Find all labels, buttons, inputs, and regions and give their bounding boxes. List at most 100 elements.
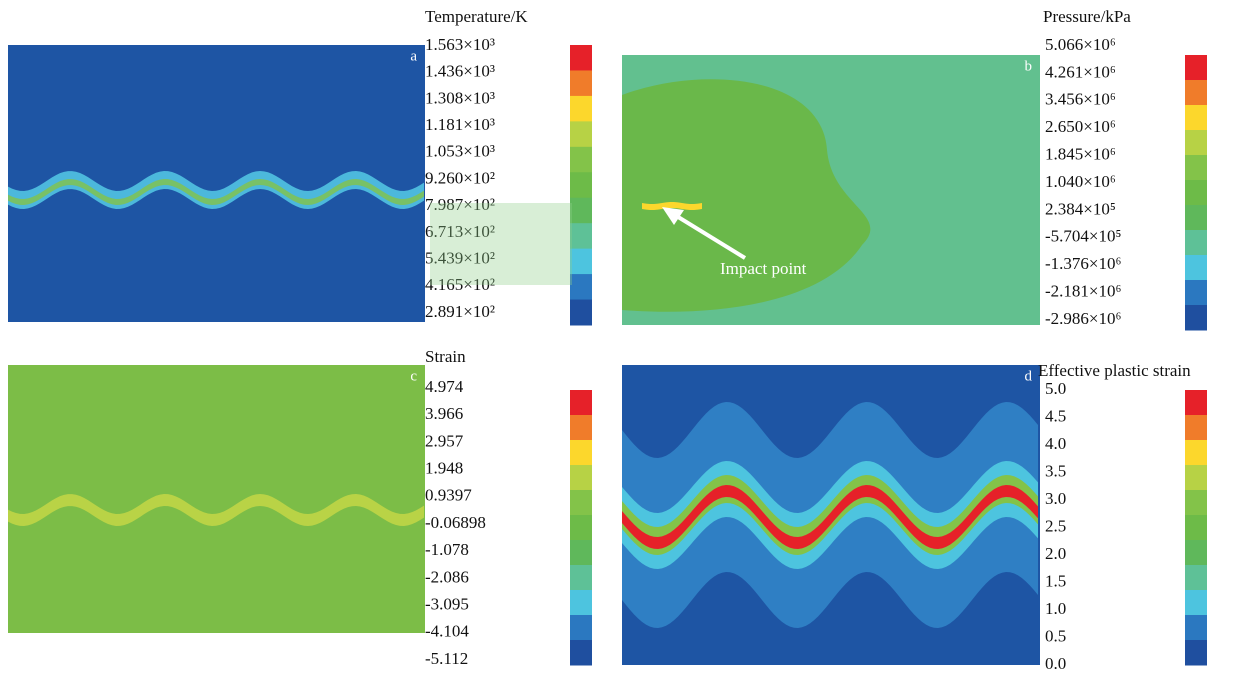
contour: [622, 365, 1040, 665]
contour: [8, 365, 425, 633]
legend-label: 4.974: [425, 377, 464, 396]
legend-label: -1.078: [425, 540, 469, 559]
figure: a Temperature/K 1.563×10³ 1.436×10³ 1.308×10…: [0, 0, 1256, 676]
legend-label: -0.06898: [425, 513, 486, 532]
colorbar-segment: [570, 590, 592, 616]
legend-label: -5.704×10⁵: [1045, 227, 1121, 246]
legend-label: -3.095: [425, 595, 469, 614]
legend-label: 0.0: [1045, 654, 1066, 673]
legend-label: 3.456×10⁶: [1045, 90, 1116, 109]
colorbar-segment: [570, 198, 592, 224]
colorbar-segment: [570, 274, 592, 300]
colorbar-segment: [1185, 205, 1207, 231]
legend-label: 1.181×10³: [425, 115, 495, 134]
legend-label: -5.112: [425, 649, 468, 668]
colorbar-segment: [570, 223, 592, 249]
colorbar-segment: [570, 249, 592, 275]
legend-title: Effective plastic strain: [1038, 361, 1191, 380]
legend-label: 1.563×10³: [425, 35, 495, 54]
legend-label: 1.5: [1045, 571, 1066, 590]
legend-label: 1.0: [1045, 599, 1066, 618]
contour-plot: c: [8, 365, 425, 633]
panel-letter: a: [410, 48, 417, 64]
legend-label: 2.891×10²: [425, 302, 495, 321]
colorbar-segment: [1185, 465, 1207, 491]
colorbar-segment: [1185, 540, 1207, 566]
colorbar-segment: [1185, 130, 1207, 156]
legend-label: -1.376×10⁶: [1045, 254, 1121, 273]
legend-label: -2.181×10⁶: [1045, 282, 1121, 301]
colorbar-segment: [570, 615, 592, 641]
colorbar-segment: [1185, 515, 1207, 541]
colorbar-segment: [1185, 640, 1207, 666]
contour: [622, 55, 1040, 325]
legend-label: -4.104: [425, 622, 469, 641]
colorbar-segment: [1185, 255, 1207, 281]
legend-title: Temperature/K: [425, 7, 528, 26]
colorbar-segment: [570, 515, 592, 541]
colorbar-segment: [570, 465, 592, 491]
legend-label: 2.0: [1045, 544, 1066, 563]
colorbar-segment: [1185, 230, 1207, 256]
colorbar-segment: [570, 96, 592, 122]
legend-label: 3.0: [1045, 489, 1066, 508]
colorbar-segment: [570, 121, 592, 147]
legend-label: 4.261×10⁶: [1045, 62, 1116, 81]
legend-label: 1.040×10⁶: [1045, 172, 1116, 191]
colorbar-segment: [570, 540, 592, 566]
colorbar-segment: [1185, 490, 1207, 516]
contour: [8, 45, 425, 322]
colorbar-segment: [570, 45, 592, 71]
legend-label: 0.5: [1045, 626, 1066, 645]
colorbar-segment: [1185, 180, 1207, 206]
colorbar-segment: [1185, 415, 1207, 441]
colorbar-segment: [570, 565, 592, 591]
colorbar-segment: [1185, 440, 1207, 466]
colorbar-segment: [1185, 590, 1207, 616]
legend-title: Pressure/kPa: [1043, 7, 1131, 26]
panel-letter: c: [410, 368, 417, 384]
colorbar-segment: [1185, 390, 1207, 416]
legend-label: 1.436×10³: [425, 62, 495, 81]
legend-label: 5.0: [1045, 379, 1066, 398]
legend-label: 4.0: [1045, 434, 1066, 453]
colorbar-segment: [1185, 615, 1207, 641]
colorbar-segment: [570, 490, 592, 516]
colorbar-segment: [570, 390, 592, 416]
legend-label: 1.308×10³: [425, 88, 495, 107]
colorbar-segment: [570, 172, 592, 198]
legend-label: 9.260×10²: [425, 168, 495, 187]
legend-label: 2.650×10⁶: [1045, 117, 1116, 136]
colorbar-segment: [1185, 305, 1207, 331]
legend-label: 1.948: [425, 459, 463, 478]
colorbar-segment: [570, 440, 592, 466]
overlay: [430, 203, 572, 285]
colorbar-segment: [1185, 280, 1207, 306]
legend-title: Strain: [425, 347, 466, 366]
colorbar-segment: [1185, 80, 1207, 106]
colorbar-segment: [1185, 565, 1207, 591]
colorbar-segment: [570, 640, 592, 666]
colorbar-segment: [1185, 55, 1207, 81]
panel-letter: d: [1025, 368, 1033, 384]
colorbar-segment: [570, 300, 592, 326]
legend-label: -2.086: [425, 567, 469, 586]
legend-label: 0.9397: [425, 486, 472, 505]
colorbar-segment: [1185, 105, 1207, 131]
legend-label: -2.986×10⁶: [1045, 309, 1121, 328]
colorbar-segment: [570, 415, 592, 441]
colorbar-segment: [570, 70, 592, 96]
legend-label: 2.957: [425, 431, 464, 450]
legend-label: 5.066×10⁶: [1045, 35, 1116, 54]
legend-label: 3.5: [1045, 461, 1066, 480]
colorbar-segment: [570, 147, 592, 173]
legend-label: 3.966: [425, 404, 463, 423]
annotation: Impact point: [720, 259, 807, 278]
colorbar-segment: [1185, 155, 1207, 181]
contour-plot: a: [8, 45, 425, 322]
legend-label: 2.5: [1045, 516, 1066, 535]
legend-label: 1.053×10³: [425, 142, 495, 161]
contour-plot: d: [622, 365, 1040, 665]
legend-label: 2.384×10⁵: [1045, 199, 1116, 218]
